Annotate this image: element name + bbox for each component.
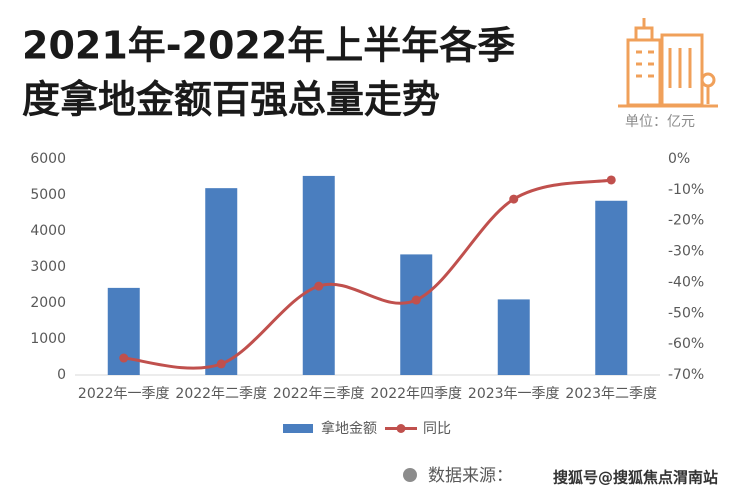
chart-title: 度拿地金额百强总量走势 <box>22 78 440 122</box>
y-tick-label: 3000 <box>30 259 66 275</box>
line <box>123 178 612 370</box>
y-tick-label: 4000 <box>30 223 66 239</box>
line-point <box>119 353 129 363</box>
line-point <box>216 359 226 369</box>
y2-tick-label: 0% <box>668 151 690 167</box>
source-bullet <box>403 468 417 482</box>
y-tick-label: 1000 <box>30 331 66 347</box>
legend-swatch <box>283 424 313 433</box>
line-point <box>411 295 421 305</box>
bar <box>302 175 335 375</box>
legend-swatch <box>396 424 406 433</box>
y2-tick-label: -40% <box>668 274 704 290</box>
source: 数据来源： <box>428 466 513 486</box>
x-tick-label: 2022年二季度 <box>175 386 267 402</box>
x-tick-label: 2022年一季度 <box>78 386 170 402</box>
x-tick-label: 2022年三季度 <box>273 386 365 402</box>
building-icon <box>618 18 718 108</box>
y2-tick-label: -10% <box>668 182 704 198</box>
x-tick-label: 2023年二季度 <box>565 386 657 402</box>
bar <box>205 188 238 375</box>
y-tick-label: 6000 <box>30 151 66 167</box>
y2-tick-label: -70% <box>668 367 704 383</box>
watermark: 搜狐号@搜狐焦点渭南站 <box>553 469 718 487</box>
y2-tick-label: -60% <box>668 336 704 352</box>
x-tick-label: 2022年四季度 <box>370 386 462 402</box>
y2-tick-label: -20% <box>668 213 704 229</box>
y2-tick-label: -30% <box>668 244 704 260</box>
y-tick-label: 0 <box>57 367 66 383</box>
legend-label: 拿地金额 <box>321 420 377 437</box>
line-point <box>509 194 519 204</box>
unit-label: 单位：亿元 <box>625 114 695 130</box>
bar <box>595 200 628 375</box>
y-tick-label: 2000 <box>30 295 66 311</box>
chart-title: 2021年-2022年上半年各季 <box>22 24 515 68</box>
line-point <box>314 281 324 291</box>
legend-label: 同比 <box>423 421 451 437</box>
bar <box>497 299 530 375</box>
y-tick-label: 5000 <box>30 187 66 203</box>
line-point <box>606 175 616 185</box>
x-tick-label: 2023年一季度 <box>468 386 560 402</box>
bar <box>400 254 433 375</box>
y2-tick-label: -50% <box>668 305 704 321</box>
